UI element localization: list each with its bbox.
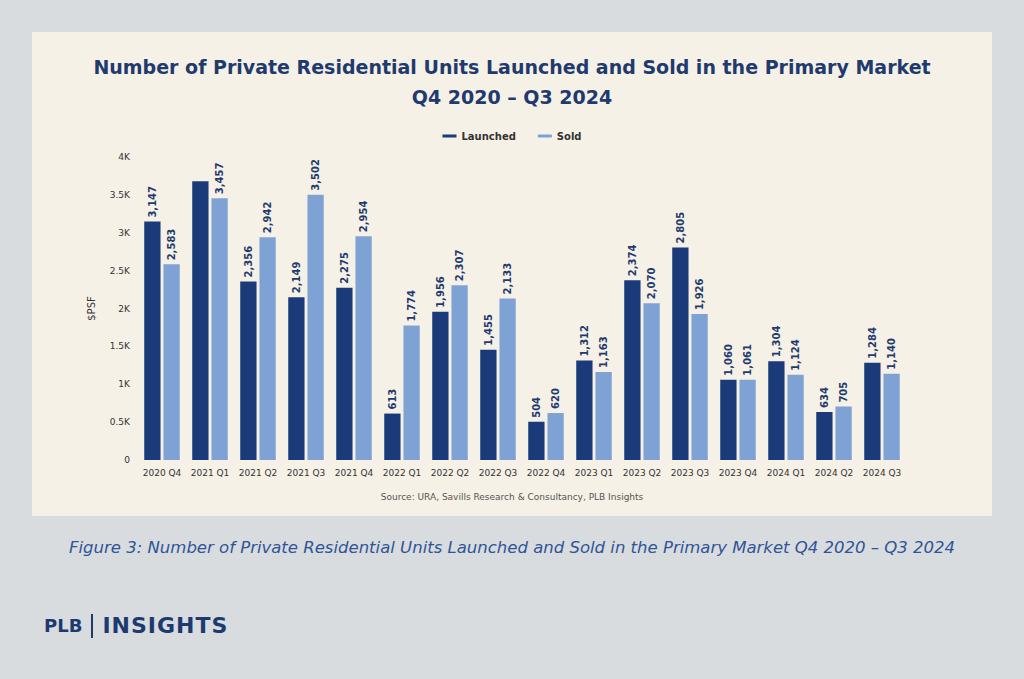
svg-text:2022 Q1: 2022 Q1 bbox=[383, 468, 422, 478]
svg-text:3K: 3K bbox=[118, 228, 131, 238]
svg-text:Launched: Launched bbox=[461, 131, 515, 142]
html-text:Figure 3: Number of Private Re: Figure 3: Number of Private Residential … bbox=[69, 538, 955, 557]
svg-text:3,502: 3,502 bbox=[310, 159, 321, 191]
svg-text:2024 Q3: 2024 Q3 bbox=[863, 468, 902, 478]
svg-text:2,805: 2,805 bbox=[675, 212, 686, 244]
html-text:PLB: PLB bbox=[44, 615, 83, 636]
svg-text:2,374: 2,374 bbox=[627, 244, 638, 276]
svg-text:1K: 1K bbox=[118, 379, 131, 389]
svg-text:705: 705 bbox=[838, 382, 849, 403]
svg-text:2,133: 2,133 bbox=[502, 263, 513, 295]
svg-text:1,312: 1,312 bbox=[579, 325, 590, 357]
svg-text:$PSF: $PSF bbox=[86, 296, 97, 321]
svg-text:2K: 2K bbox=[118, 304, 131, 314]
svg-text:1,284: 1,284 bbox=[867, 327, 878, 359]
svg-text:4K: 4K bbox=[118, 152, 131, 162]
svg-text:0.5K: 0.5K bbox=[110, 417, 131, 427]
svg-text:1,124: 1,124 bbox=[790, 339, 801, 371]
svg-text:Source: URA, Savills Research: Source: URA, Savills Research & Consulta… bbox=[381, 492, 644, 502]
svg-text:1,060: 1,060 bbox=[723, 344, 734, 376]
svg-text:2022 Q3: 2022 Q3 bbox=[479, 468, 518, 478]
svg-text:2022 Q4: 2022 Q4 bbox=[527, 468, 566, 478]
svg-text:2,307: 2,307 bbox=[454, 250, 465, 282]
svg-text:2023 Q1: 2023 Q1 bbox=[575, 468, 614, 478]
svg-text:2021 Q2: 2021 Q2 bbox=[239, 468, 278, 478]
svg-text:2.5K: 2.5K bbox=[110, 266, 131, 276]
svg-text:0: 0 bbox=[124, 455, 130, 465]
svg-text:2021 Q4: 2021 Q4 bbox=[335, 468, 374, 478]
svg-text:2,070: 2,070 bbox=[646, 268, 657, 300]
svg-text:1,926: 1,926 bbox=[694, 278, 705, 310]
svg-text:1,455: 1,455 bbox=[483, 314, 494, 346]
svg-text:620: 620 bbox=[550, 388, 561, 409]
svg-text:2022 Q2: 2022 Q2 bbox=[431, 468, 470, 478]
svg-text:1,061: 1,061 bbox=[742, 344, 753, 376]
svg-text:2023 Q4: 2023 Q4 bbox=[719, 468, 758, 478]
svg-text:2,149: 2,149 bbox=[291, 262, 302, 294]
svg-text:2023 Q3: 2023 Q3 bbox=[671, 468, 710, 478]
svg-text:Q4 2020 – Q3 2024: Q4 2020 – Q3 2024 bbox=[412, 86, 612, 108]
svg-text:1,774: 1,774 bbox=[406, 290, 417, 322]
svg-text:2024 Q2: 2024 Q2 bbox=[815, 468, 854, 478]
svg-text:2,275: 2,275 bbox=[339, 252, 350, 284]
svg-text:504: 504 bbox=[531, 397, 542, 418]
svg-text:1.5K: 1.5K bbox=[110, 341, 131, 351]
svg-text:2021 Q3: 2021 Q3 bbox=[287, 468, 326, 478]
svg-text:2,942: 2,942 bbox=[262, 201, 273, 233]
svg-text:Number of Private Residential: Number of Private Residential Units Laun… bbox=[93, 56, 930, 78]
svg-text:1,304: 1,304 bbox=[771, 326, 782, 358]
svg-text:3.5K: 3.5K bbox=[110, 190, 131, 200]
svg-text:2023 Q2: 2023 Q2 bbox=[623, 468, 662, 478]
svg-text:613: 613 bbox=[387, 389, 398, 410]
svg-text:1,163: 1,163 bbox=[598, 336, 609, 368]
svg-text:2,583: 2,583 bbox=[166, 229, 177, 261]
svg-text:2,954: 2,954 bbox=[358, 201, 369, 233]
svg-text:Sold: Sold bbox=[557, 131, 582, 142]
svg-text:2021 Q1: 2021 Q1 bbox=[191, 468, 230, 478]
svg-text:634: 634 bbox=[819, 387, 830, 408]
svg-text:3,457: 3,457 bbox=[214, 162, 225, 194]
svg-text:2,356: 2,356 bbox=[243, 246, 254, 278]
html-text:INSIGHTS: INSIGHTS bbox=[102, 613, 229, 638]
svg-text:2024 Q1: 2024 Q1 bbox=[767, 468, 806, 478]
svg-text:3,147: 3,147 bbox=[147, 186, 158, 218]
svg-text:1,140: 1,140 bbox=[886, 338, 897, 370]
svg-text:2020 Q4: 2020 Q4 bbox=[143, 468, 182, 478]
svg-text:1,956: 1,956 bbox=[435, 276, 446, 308]
